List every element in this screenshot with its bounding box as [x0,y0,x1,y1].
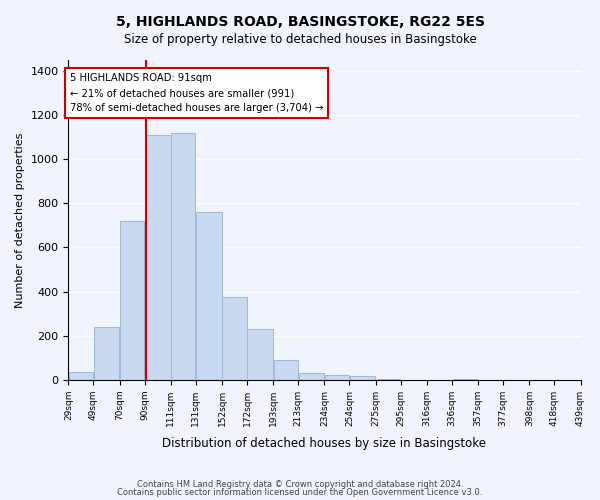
Text: Contains public sector information licensed under the Open Government Licence v3: Contains public sector information licen… [118,488,482,497]
Bar [145,135,170,380]
Y-axis label: Number of detached properties: Number of detached properties [15,132,25,308]
Bar [274,360,298,380]
Bar [120,221,144,380]
Bar [196,212,222,380]
Text: 5 HIGHLANDS ROAD: 91sqm
← 21% of detached houses are smaller (991)
78% of semi-d: 5 HIGHLANDS ROAD: 91sqm ← 21% of detache… [70,73,323,113]
Bar [452,378,478,380]
Bar [223,297,247,380]
Text: Size of property relative to detached houses in Basingstoke: Size of property relative to detached ho… [124,32,476,46]
Text: 5, HIGHLANDS ROAD, BASINGSTOKE, RG22 5ES: 5, HIGHLANDS ROAD, BASINGSTOKE, RG22 5ES [115,15,485,29]
Bar [350,376,376,380]
Bar [94,327,119,380]
Bar [171,133,196,380]
Bar [325,376,349,380]
Bar [299,373,324,380]
Bar [247,329,273,380]
Bar [376,378,400,380]
X-axis label: Distribution of detached houses by size in Basingstoke: Distribution of detached houses by size … [163,437,487,450]
Text: Contains HM Land Registry data © Crown copyright and database right 2024.: Contains HM Land Registry data © Crown c… [137,480,463,489]
Bar [69,372,93,380]
